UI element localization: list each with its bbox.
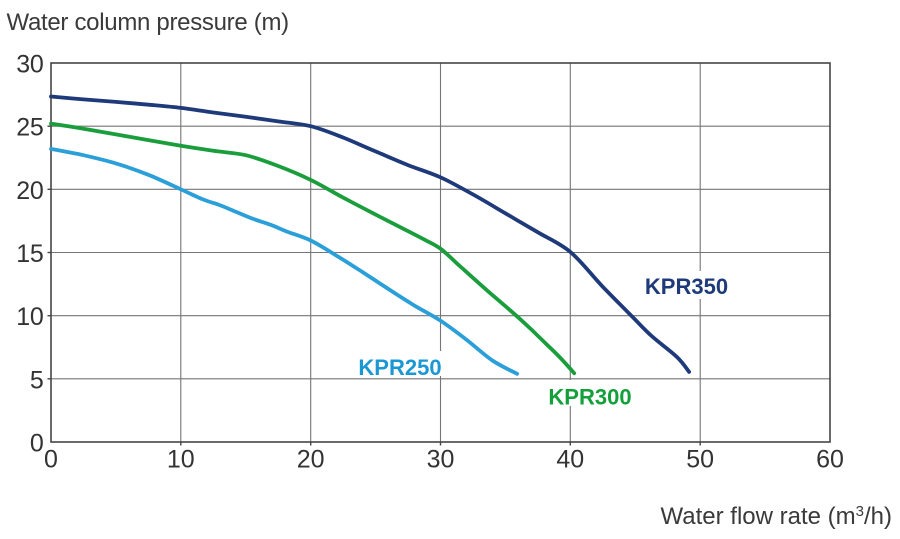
- svg-text:25: 25: [16, 114, 43, 142]
- svg-text:KPR350: KPR350: [645, 274, 728, 299]
- svg-text:50: 50: [686, 446, 714, 474]
- svg-text:10: 10: [16, 303, 43, 331]
- svg-text:0: 0: [30, 430, 44, 458]
- svg-text:20: 20: [297, 446, 325, 474]
- svg-text:0: 0: [44, 446, 58, 474]
- svg-text:Water column pressure (m): Water column pressure (m): [7, 9, 289, 36]
- svg-text:10: 10: [167, 446, 195, 474]
- svg-text:15: 15: [16, 240, 43, 268]
- svg-text:30: 30: [427, 446, 455, 474]
- svg-text:KPR300: KPR300: [548, 385, 631, 410]
- svg-text:20: 20: [16, 177, 43, 205]
- svg-text:40: 40: [556, 446, 584, 474]
- svg-text:Water flow rate (m3/h): Water flow rate (m3/h): [661, 503, 893, 530]
- svg-text:30: 30: [16, 51, 43, 79]
- svg-text:60: 60: [816, 446, 844, 474]
- svg-text:KPR250: KPR250: [358, 355, 441, 380]
- svg-text:5: 5: [30, 366, 44, 394]
